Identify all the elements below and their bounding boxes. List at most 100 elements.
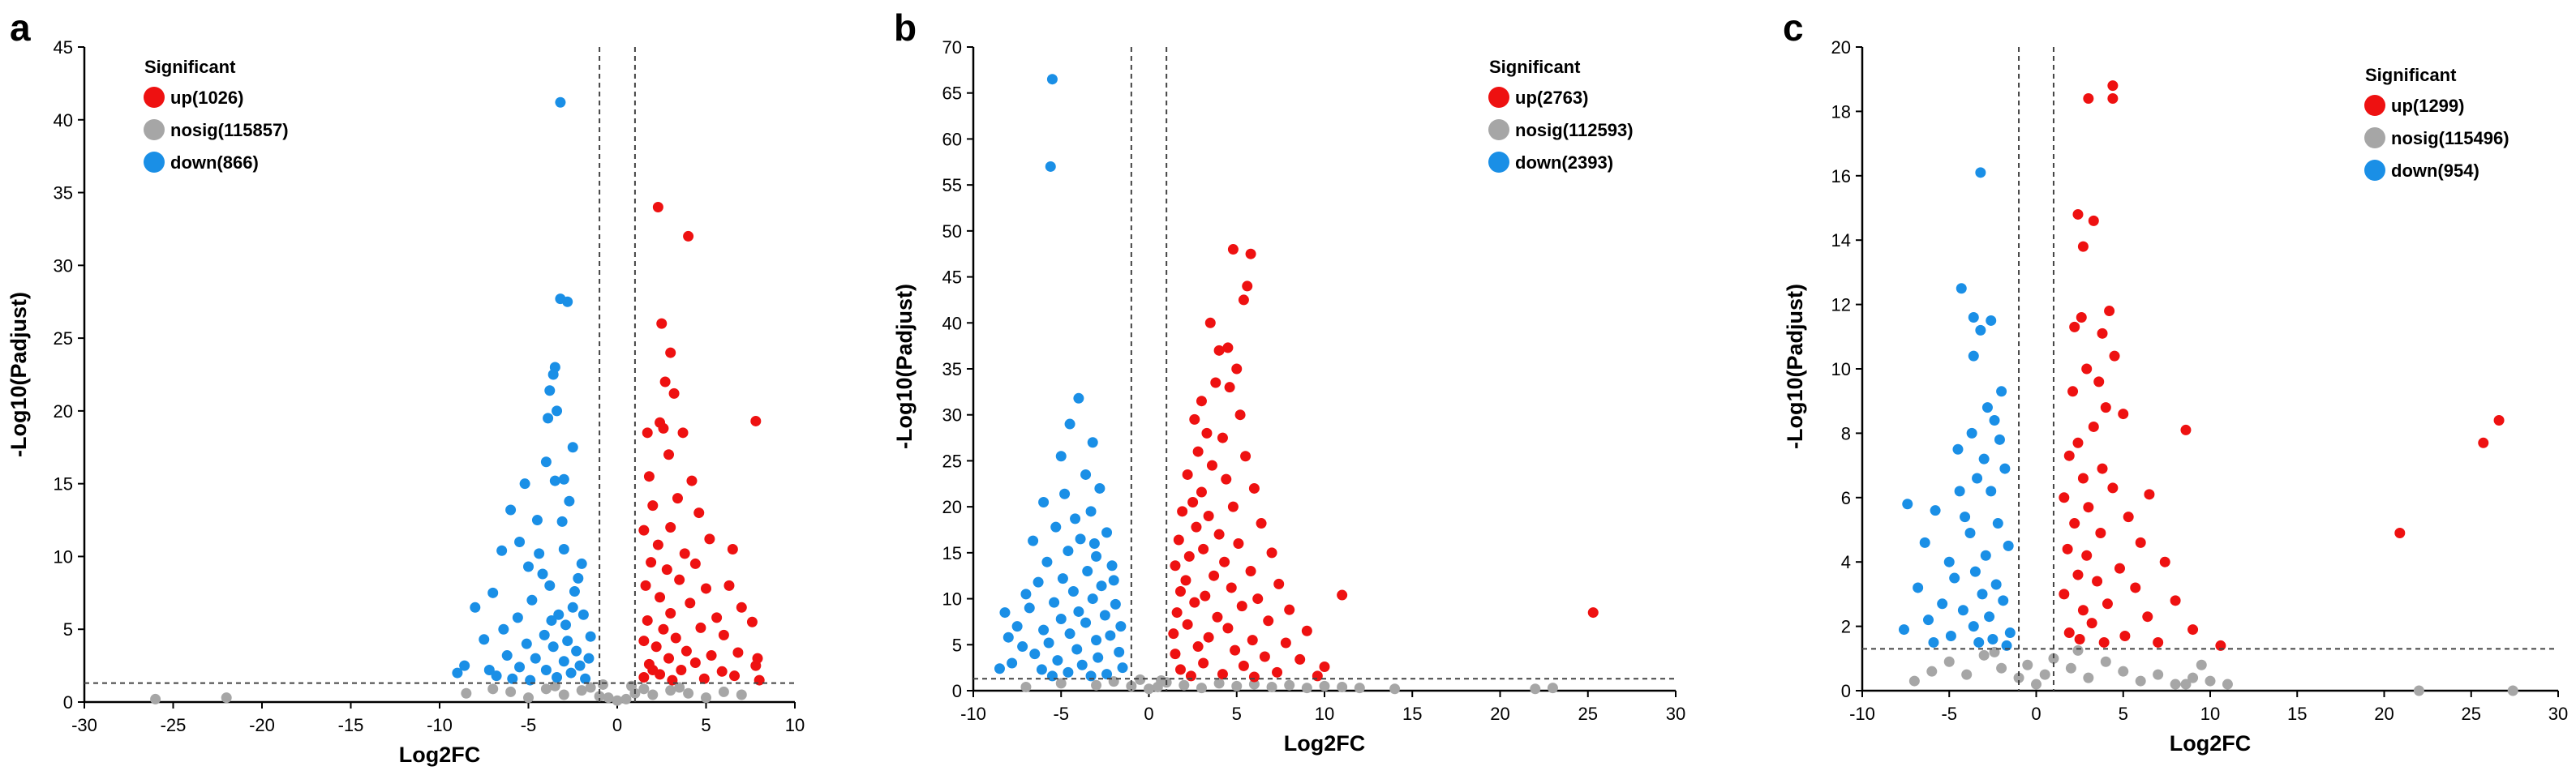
- nosig-point: [701, 692, 711, 704]
- up-point: [683, 230, 694, 242]
- up-point: [2088, 215, 2099, 226]
- down-point: [1064, 418, 1075, 430]
- nosig-point: [638, 683, 650, 695]
- down-point: [1992, 518, 2003, 529]
- y-axis-label: -Log10(Padjust): [1783, 284, 1807, 449]
- down-point: [539, 629, 550, 640]
- down-point: [1036, 664, 1047, 675]
- panel-letter: c: [1783, 6, 1804, 49]
- down-point: [1055, 451, 1067, 462]
- down-point: [1087, 593, 1098, 605]
- up-point: [1213, 345, 1225, 356]
- y-tick-label: 45: [942, 268, 962, 288]
- x-tick-label: 20: [1490, 704, 1509, 724]
- up-point: [1196, 486, 1207, 498]
- down-point: [567, 442, 578, 453]
- up-point: [2478, 437, 2489, 448]
- down-point: [1101, 527, 1113, 538]
- legend-up-label: up(1026): [170, 88, 243, 108]
- down-point: [1045, 161, 1056, 172]
- down-point: [1987, 633, 1999, 644]
- x-tick-label: 0: [1144, 704, 1153, 724]
- up-point: [1174, 664, 1186, 675]
- nosig-point: [1179, 679, 1190, 691]
- down-point: [1101, 669, 1113, 680]
- up-point: [2069, 518, 2080, 529]
- up-point: [2077, 605, 2089, 616]
- down-point: [1088, 538, 1100, 550]
- y-tick-label: 12: [1831, 295, 1851, 315]
- down-point: [537, 568, 548, 580]
- up-point: [2097, 328, 2108, 339]
- y-tick-label: 4: [1841, 552, 1851, 572]
- up-point: [1170, 560, 1181, 572]
- up-point: [2081, 550, 2093, 561]
- up-point: [2088, 421, 2099, 432]
- down-point: [553, 609, 565, 620]
- down-point: [1094, 482, 1106, 494]
- up-point: [711, 612, 723, 623]
- nosig-point: [620, 693, 632, 704]
- up-point: [727, 543, 738, 554]
- up-point: [2180, 424, 2192, 435]
- up-point: [2072, 569, 2084, 580]
- up-point: [693, 507, 705, 519]
- down-point: [544, 580, 556, 591]
- down-point: [1115, 621, 1127, 632]
- up-point: [2135, 537, 2146, 548]
- down-point: [1091, 550, 1102, 562]
- down-point: [1973, 636, 1985, 648]
- y-tick-label: 20: [942, 497, 962, 517]
- down-point: [1080, 617, 1092, 628]
- down-point: [549, 475, 560, 486]
- down-point: [479, 634, 490, 645]
- nosig-point: [2170, 679, 2181, 690]
- nosig-point: [2187, 672, 2199, 683]
- up-point: [2119, 631, 2131, 642]
- nosig-point: [1020, 681, 1032, 692]
- down-point: [1071, 644, 1083, 655]
- nosig-point: [523, 692, 534, 704]
- legend-nosig-label: nosig(112593): [1515, 120, 1634, 140]
- x-tick-label: -25: [161, 715, 187, 735]
- down-point: [1114, 646, 1125, 657]
- down-point: [530, 653, 541, 664]
- y-axis-label: -Log10(Padjust): [6, 292, 31, 457]
- down-point: [1968, 621, 1979, 632]
- down-point: [1957, 605, 1968, 616]
- down-point: [1007, 657, 1018, 669]
- up-point: [1238, 660, 1249, 671]
- nosig-point: [1996, 662, 2007, 674]
- down-point: [1913, 582, 1924, 593]
- up-point: [1248, 671, 1260, 683]
- x-tick-label: 30: [2548, 704, 2568, 724]
- down-point: [496, 545, 508, 556]
- legend-title: Significant: [2365, 65, 2457, 85]
- up-point: [2081, 363, 2093, 375]
- nosig-point: [1301, 683, 1312, 694]
- nosig-point: [540, 683, 552, 695]
- down-point: [1049, 597, 1060, 608]
- y-tick-label: 20: [1831, 37, 1851, 58]
- down-point: [501, 650, 513, 662]
- down-point: [1057, 573, 1068, 584]
- down-point: [1980, 550, 1991, 561]
- up-point: [2144, 489, 2155, 500]
- down-point: [1096, 580, 1107, 592]
- x-axis-label: Log2FC: [2170, 731, 2252, 756]
- up-point: [2107, 482, 2119, 494]
- up-point: [658, 623, 669, 635]
- down-point: [452, 667, 463, 679]
- down-point: [555, 96, 566, 108]
- down-point: [543, 413, 554, 424]
- up-point: [1227, 501, 1239, 512]
- down-point: [1080, 469, 1092, 480]
- up-point: [1170, 649, 1181, 660]
- up-point: [1182, 619, 1193, 630]
- down-point: [1020, 589, 1032, 600]
- up-point: [1174, 585, 1186, 597]
- down-point: [583, 653, 595, 664]
- down-point: [1046, 74, 1058, 85]
- down-point: [1956, 283, 1967, 294]
- down-point: [580, 673, 591, 684]
